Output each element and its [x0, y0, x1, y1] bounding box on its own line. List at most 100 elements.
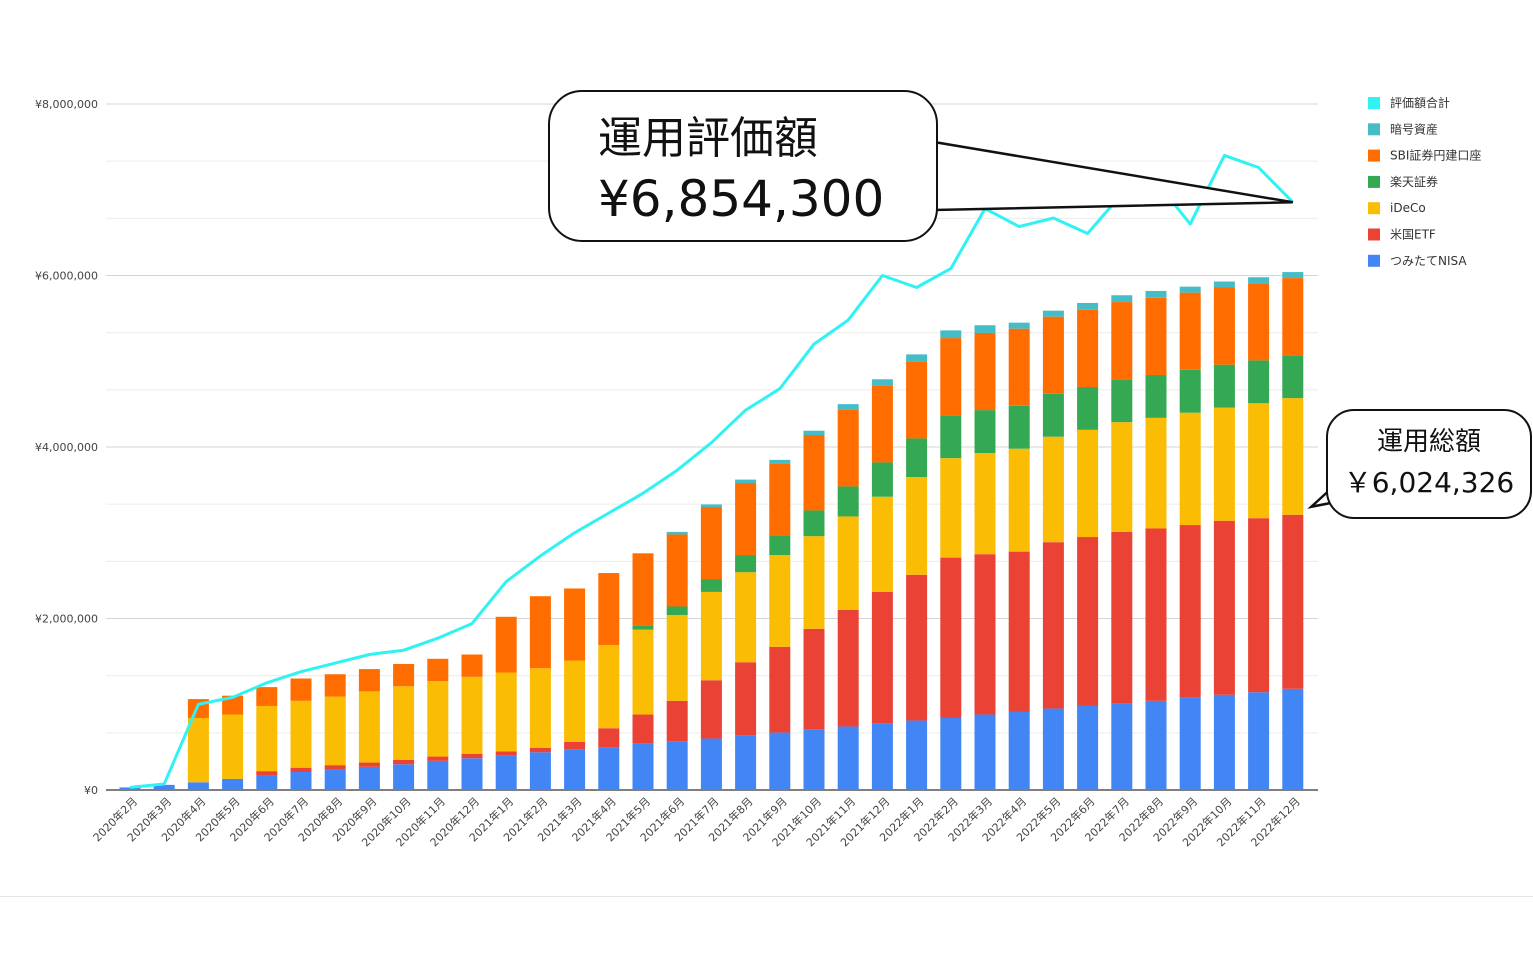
- bar-segment: [461, 654, 483, 677]
- bar-segment: [461, 753, 483, 759]
- bar-segment: [1111, 295, 1133, 303]
- bar-segment: [461, 676, 483, 754]
- bar-segment: [803, 729, 825, 790]
- bar-segment: [1213, 407, 1235, 521]
- bar-segment: [769, 459, 791, 464]
- bar-segment: [666, 606, 688, 616]
- bar-segment: [906, 361, 928, 439]
- bar-segment: [1248, 518, 1270, 693]
- bar-segment: [1282, 398, 1304, 515]
- legend-swatch: [1368, 97, 1380, 109]
- bar-segment: [1042, 436, 1064, 543]
- bar-segment: [153, 784, 175, 790]
- bar-segment: [632, 553, 654, 626]
- bar-segment: [290, 771, 312, 790]
- bar-segment: [940, 338, 962, 416]
- valuation-line: [129, 153, 1294, 789]
- bar-segment: [940, 458, 962, 558]
- legend-label: SBI証券円建口座: [1390, 148, 1481, 163]
- bar-segment: [1145, 290, 1167, 298]
- bar-segment: [632, 625, 654, 630]
- legend-swatch: [1368, 202, 1380, 215]
- bar-segment: [1042, 542, 1064, 709]
- bar-segment: [871, 591, 893, 724]
- bar-segment: [222, 778, 244, 790]
- bar-segment: [940, 330, 962, 339]
- bar-segment: [564, 660, 586, 742]
- bar-segment: [1008, 711, 1030, 790]
- bar-segment: [1042, 310, 1064, 317]
- bar-segment: [906, 438, 928, 478]
- bar-segment: [666, 741, 688, 790]
- bar-segment: [495, 751, 517, 756]
- bar-segment: [666, 700, 688, 742]
- bar-segment: [290, 700, 312, 768]
- bar-segment: [974, 714, 996, 790]
- bar-segment: [769, 463, 791, 536]
- legend-label: 米国ETF: [1390, 228, 1436, 242]
- bar-segment: [803, 536, 825, 629]
- bar-segment: [222, 695, 244, 715]
- legend-swatch: [1368, 228, 1380, 241]
- bar-segment: [1248, 277, 1270, 284]
- bar-segment: [256, 771, 278, 776]
- bar-segment: [1179, 369, 1201, 413]
- bar-segment: [1248, 360, 1270, 404]
- bar-segment: [1008, 448, 1030, 552]
- bar-segment: [632, 743, 654, 790]
- bar-segment: [358, 766, 380, 790]
- bar-segment: [1248, 283, 1270, 361]
- bar-segment: [1179, 286, 1201, 293]
- bar-segment: [940, 415, 962, 459]
- evaluation-callout: 運用評価額 ¥6,854,300: [548, 90, 938, 242]
- bar-segment: [324, 765, 346, 770]
- bar-segment: [1077, 386, 1099, 430]
- x-axis: 2020年2月2020年3月2020年4月2020年5月2020年6月2020年…: [90, 794, 1303, 849]
- bar-segment: [1145, 297, 1167, 375]
- bar-segment: [187, 782, 209, 790]
- bar-segment: [666, 615, 688, 701]
- bar-segment: [974, 410, 996, 454]
- bar-segment: [871, 462, 893, 497]
- legend-swatch: [1368, 123, 1380, 136]
- bar-segment: [974, 325, 996, 333]
- bar-segment: [906, 477, 928, 575]
- bar-segment: [906, 574, 928, 721]
- bar-segment: [735, 572, 757, 663]
- bar-segment: [256, 705, 278, 772]
- bar-segment: [529, 747, 551, 753]
- bar-segment: [290, 767, 312, 772]
- bar-segment: [393, 663, 415, 687]
- bar-segment: [837, 409, 859, 487]
- bar-segment: [666, 534, 688, 607]
- bar-segment: [529, 668, 551, 748]
- bar-segment: [1248, 403, 1270, 519]
- bar-segment: [871, 385, 893, 463]
- bar-segment: [1008, 551, 1030, 712]
- legend-swatch: [1368, 149, 1380, 162]
- bar-segment: [1145, 374, 1167, 418]
- bar-segment: [700, 738, 722, 790]
- bar-segment: [700, 579, 722, 592]
- bar-segment: [735, 735, 757, 790]
- bar-segment: [564, 749, 586, 790]
- bar-segment: [222, 714, 244, 779]
- legend-swatch: [1368, 254, 1380, 267]
- bar-segment: [1145, 417, 1167, 529]
- bar-segment: [1008, 328, 1030, 406]
- total-investment-callout-value: ￥6,024,326: [1343, 466, 1515, 499]
- bar-segment: [769, 732, 791, 790]
- bar-segment: [974, 554, 996, 715]
- bar-segment: [495, 672, 517, 752]
- bar-segment: [1042, 316, 1064, 394]
- bar-segment: [427, 658, 449, 682]
- bar-segment: [1179, 412, 1201, 526]
- bar-segment: [803, 434, 825, 511]
- bar-segment: [1111, 422, 1133, 532]
- bar-segment: [1042, 393, 1064, 437]
- bar-segment: [769, 646, 791, 733]
- bar-segment: [1145, 528, 1167, 701]
- bar-segment: [119, 787, 141, 790]
- bar-segment: [974, 453, 996, 555]
